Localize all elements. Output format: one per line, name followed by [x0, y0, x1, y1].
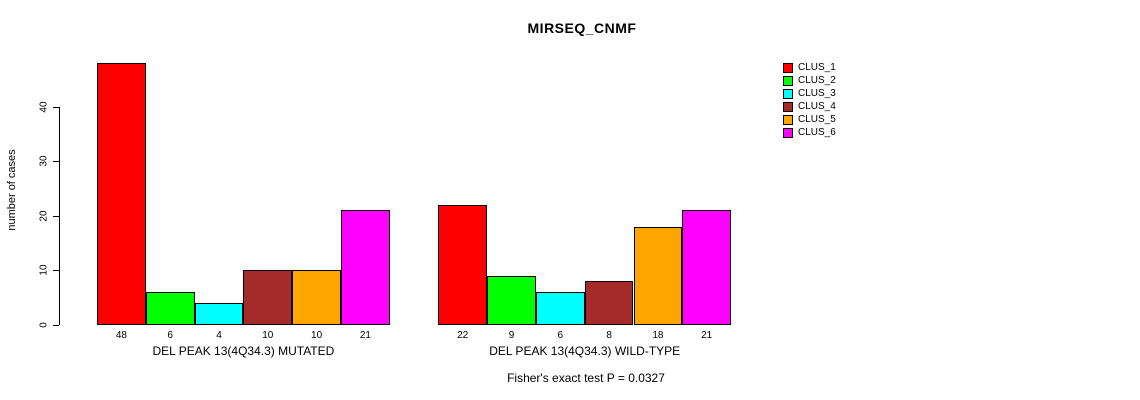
bar-value-label: 6 [557, 330, 564, 341]
y-tick-label: 10 [38, 264, 50, 276]
bar-clus_1-group2 [438, 204, 488, 325]
y-tick-label: 40 [38, 100, 50, 113]
bar-value-label: 22 [457, 330, 469, 341]
legend-label: CLUS_2 [798, 75, 836, 86]
bar-value-label: 8 [606, 330, 612, 341]
legend-label: CLUS_1 [798, 62, 836, 73]
legend-item-clus_4: CLUS_4 [783, 100, 836, 113]
legend-item-clus_2: CLUS_2 [783, 74, 836, 87]
y-tick-label: 0 [38, 322, 50, 328]
bar-value-label: 10 [262, 330, 274, 341]
y-axis-label: number of cases [6, 149, 18, 231]
bar-clus_3-group1 [194, 303, 244, 325]
y-tick-mark [53, 161, 59, 163]
bar-clus_4-group2 [584, 281, 634, 325]
legend: CLUS_1 CLUS_2 CLUS_3 CLUS_4 CLUS_5 CLUS_6 [783, 61, 836, 139]
bar-clus_5-group2 [633, 226, 683, 325]
bar-clus_1-group1 [97, 62, 146, 325]
bar-clus_6-group1 [341, 210, 390, 325]
bar-clus_2-group1 [145, 292, 195, 325]
legend-item-clus_1: CLUS_1 [783, 61, 836, 74]
bar-value-label: 10 [311, 330, 323, 341]
y-tick-mark [53, 106, 59, 108]
legend-label: CLUS_5 [798, 114, 836, 125]
legend-label: CLUS_4 [798, 101, 836, 112]
fisher-test-annotation: Fisher's exact test P = 0.0327 [507, 371, 665, 385]
y-tick-label: 30 [38, 155, 50, 167]
bar-value-label: 21 [359, 330, 371, 341]
legend-label: CLUS_6 [798, 127, 836, 138]
y-tick-mark [53, 270, 59, 272]
chart-title: MIRSEQ_CNMF [527, 20, 637, 36]
bar-clus_6-group2 [682, 210, 732, 325]
bar-clus_4-group1 [243, 270, 293, 325]
legend-swatch [783, 75, 793, 86]
bar-value-label: 18 [652, 330, 664, 341]
y-tick-mark [53, 215, 59, 217]
legend-item-clus_6: CLUS_6 [783, 126, 836, 139]
legend-label: CLUS_3 [798, 88, 836, 99]
legend-item-clus_3: CLUS_3 [783, 87, 836, 100]
legend-swatch [783, 127, 793, 138]
bar-value-label: 9 [508, 330, 515, 341]
bar-clus_5-group1 [292, 270, 341, 325]
bar-value-label: 21 [701, 330, 713, 341]
group-label: DEL PEAK 13(4Q34.3) WILD-TYPE [489, 344, 681, 358]
bar-value-label: 48 [115, 330, 127, 341]
legend-swatch [783, 62, 793, 73]
y-tick-mark [53, 325, 59, 326]
bar-value-label: 4 [216, 330, 222, 341]
bar-clus_2-group2 [487, 275, 536, 325]
group-label: DEL PEAK 13(4Q34.3) MUTATED [152, 344, 335, 358]
bar-clus_3-group2 [535, 292, 585, 325]
bar-value-label: 6 [167, 330, 173, 341]
legend-swatch [783, 114, 793, 125]
legend-item-clus_5: CLUS_5 [783, 113, 836, 126]
y-axis-line [59, 106, 60, 325]
legend-swatch [783, 88, 793, 99]
y-tick-label: 20 [38, 210, 50, 222]
legend-swatch [783, 101, 793, 112]
